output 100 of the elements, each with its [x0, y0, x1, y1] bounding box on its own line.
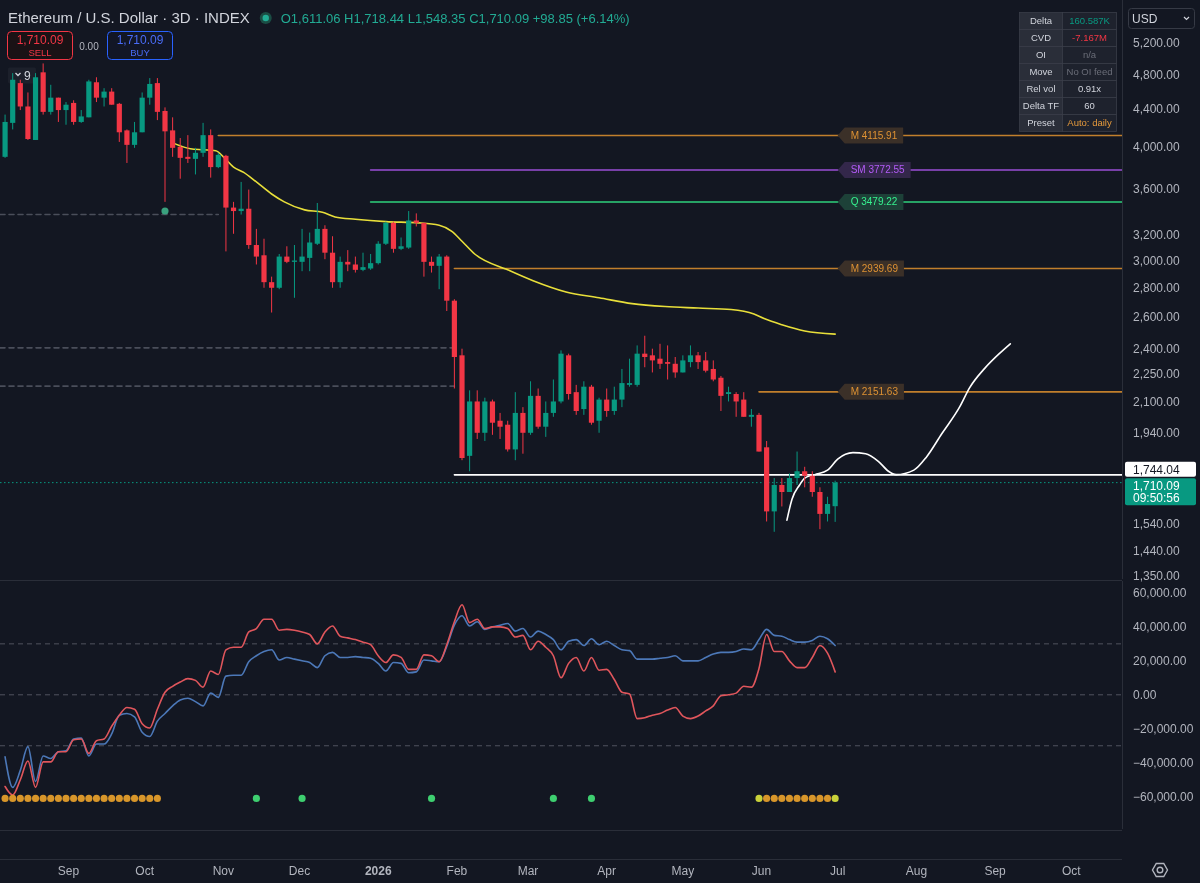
x-tick-label: Dec — [288, 864, 311, 879]
y-tick-label: 5,200.00 — [1133, 36, 1181, 51]
candlestick — [550, 379, 556, 418]
candlestick — [177, 137, 183, 180]
y-tick-label: −60,000.00 — [1133, 789, 1194, 804]
y-tick-label: 4,000.00 — [1133, 140, 1181, 155]
annotation: Delta TF — [1022, 100, 1060, 112]
candlestick — [337, 256, 343, 289]
candlestick — [269, 276, 275, 314]
candlestick — [253, 228, 259, 265]
candlestick — [489, 399, 496, 436]
annotation: 160.587K — [1069, 15, 1111, 27]
candlestick — [55, 97, 61, 123]
candlestick — [63, 101, 69, 126]
x-tick-label: Mar — [517, 864, 539, 879]
candlestick — [93, 76, 100, 103]
x-tick-label: Feb — [446, 864, 468, 879]
annotation: M 2151.63 — [850, 386, 899, 398]
candlestick — [436, 253, 442, 290]
candlestick — [604, 388, 610, 418]
annotation: 1,710.09 — [16, 33, 64, 48]
y-tick-label: 3,000.00 — [1133, 253, 1181, 268]
y-tick-label: 1,350.00 — [1133, 569, 1181, 584]
candlestick — [17, 79, 23, 111]
annotation: M 4115.91 — [850, 130, 898, 142]
text: Ethereum / U.S. Dollar · 3D · INDEX — [8, 9, 250, 27]
candlestick — [314, 202, 320, 246]
annotation: Preset — [1027, 117, 1056, 129]
x-tick-label: Jul — [830, 864, 846, 879]
candlestick — [611, 386, 617, 416]
candlestick — [71, 99, 77, 126]
candlestick — [48, 84, 54, 116]
candlestick — [626, 358, 633, 388]
annotation: -7.167M — [1072, 32, 1108, 44]
candlestick — [131, 121, 138, 149]
candlestick — [307, 232, 313, 272]
text: 09:50:56 — [1133, 491, 1181, 506]
annotation: 1,744.04 — [1133, 462, 1181, 477]
y-tick-label: 1,540.00 — [1133, 517, 1181, 532]
candlestick — [322, 224, 328, 260]
candlestick — [665, 344, 671, 380]
candlestick — [710, 359, 716, 382]
y-tick-label: 2,600.00 — [1133, 310, 1181, 325]
annotation: 0.91x — [1077, 83, 1102, 95]
sell-button: 1,710.09 SELL — [7, 31, 73, 60]
x-tick-label: 2026 — [364, 864, 392, 879]
candlestick — [802, 466, 808, 488]
currency-dropdown: USD — [1128, 8, 1195, 29]
buy-button: 1,710.09 BUY — [107, 31, 173, 60]
candlestick — [741, 391, 747, 418]
annotation: 60 — [1084, 100, 1095, 112]
candlestick — [703, 351, 709, 373]
candlestick — [718, 375, 724, 412]
candlestick — [398, 236, 404, 251]
annotation: Auto: daily — [1067, 117, 1112, 129]
candlestick — [543, 400, 549, 438]
candlestick — [619, 368, 625, 408]
candlestick — [299, 228, 305, 272]
annotation: CVD — [1030, 32, 1052, 44]
y-tick-label: 3,200.00 — [1133, 228, 1181, 243]
x-tick-label: Apr — [597, 864, 617, 879]
candlestick — [657, 343, 663, 370]
annotation: Delta — [1029, 15, 1053, 27]
x-tick-label: Oct — [135, 864, 155, 879]
candlestick — [794, 451, 800, 486]
y-tick-label: 40,000.00 — [1133, 620, 1187, 635]
x-tick-label: May — [671, 864, 695, 879]
candlestick — [520, 406, 526, 455]
candlestick — [596, 397, 602, 434]
candlestick — [687, 344, 694, 368]
y-tick-label: 3,600.00 — [1133, 181, 1181, 196]
candlestick — [695, 351, 701, 370]
text: O1,611.06 H1,718.44 L1,548.35 C1,710.09 +98.85 (+6.14%) — [280, 10, 630, 26]
y-tick-label: 2,400.00 — [1133, 341, 1181, 356]
y-tick-label: 4,800.00 — [1133, 67, 1181, 82]
x-tick-label: Sep — [57, 864, 80, 879]
candlestick — [162, 106, 168, 203]
x-tick-label: Nov — [212, 864, 235, 879]
ref-line-label: 1,710.09 — [1133, 478, 1181, 493]
x-tick-label: Sep — [984, 864, 1007, 879]
y-tick-label: 1,940.00 — [1133, 425, 1181, 440]
candlestick — [360, 252, 366, 272]
candlestick — [573, 384, 579, 416]
candlestick — [124, 128, 130, 164]
candlestick — [779, 477, 785, 507]
candlestick — [147, 77, 153, 106]
candlestick — [200, 122, 206, 158]
candlestick — [824, 496, 831, 522]
candlestick — [733, 391, 739, 418]
annotation: 0.00 — [79, 40, 100, 52]
y-tick-label: −20,000.00 — [1133, 721, 1194, 736]
candlestick — [375, 240, 381, 265]
annotation: BUY — [130, 46, 151, 58]
candlestick — [383, 221, 389, 246]
candlestick — [497, 412, 503, 440]
candlestick — [101, 87, 107, 107]
y-tick-label: 1,440.00 — [1133, 543, 1181, 558]
candlestick — [809, 470, 815, 498]
annotation: Rel vol — [1026, 83, 1056, 95]
annotation: SELL — [28, 46, 52, 58]
